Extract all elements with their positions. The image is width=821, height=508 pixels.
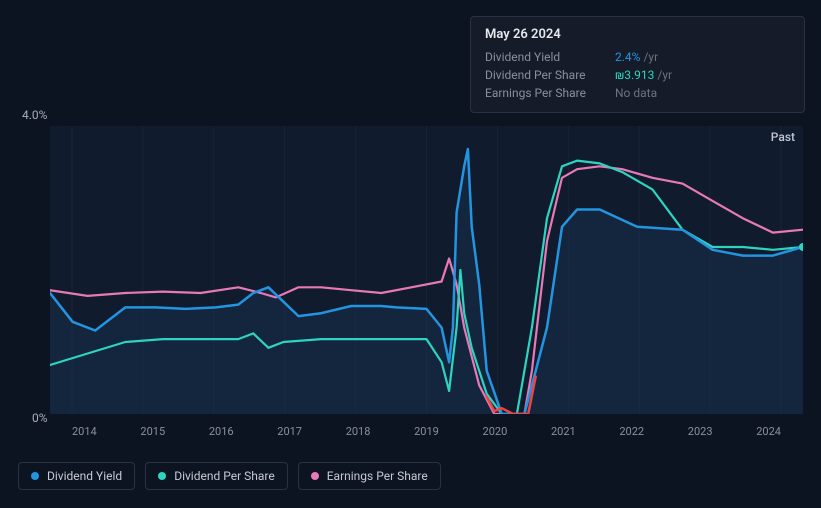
x-axis-label: 2016 (209, 425, 234, 438)
chart-tooltip: May 26 2024 Dividend Yield2.4% /yrDivide… (470, 16, 805, 113)
x-axis-label: 2021 (551, 425, 576, 438)
legend-dot (31, 472, 39, 480)
past-label: Past (771, 130, 795, 144)
legend-label: Dividend Yield (47, 469, 122, 483)
y-axis-max: 4.0% (22, 108, 47, 122)
legend-item[interactable]: Dividend Yield (18, 462, 135, 490)
tooltip-row: Dividend Per Share₪3.913 /yr (485, 66, 790, 84)
legend-label: Dividend Per Share (174, 469, 275, 483)
tooltip-unit: /yr (643, 50, 658, 64)
legend-label: Earnings Per Share (327, 469, 428, 483)
tooltip-value: ₪3.913 (615, 68, 654, 82)
x-axis-label: 2017 (277, 425, 302, 438)
legend-dot (158, 472, 166, 480)
x-axis-label: 2024 (756, 425, 781, 438)
tooltip-label: Earnings Per Share (485, 86, 615, 100)
legend-item[interactable]: Earnings Per Share (298, 462, 441, 490)
tooltip-row: Dividend Yield2.4% /yr (485, 48, 790, 66)
chart-plot[interactable] (50, 126, 803, 414)
tooltip-label: Dividend Yield (485, 50, 615, 64)
tooltip-value: 2.4% (615, 50, 640, 64)
legend: Dividend Yield Dividend Per Share Earnings… (18, 462, 441, 490)
x-axis-label: 2022 (619, 425, 644, 438)
legend-item[interactable]: Dividend Per Share (145, 462, 288, 490)
tooltip-date: May 26 2024 (485, 27, 790, 42)
x-axis-label: 2023 (688, 425, 713, 438)
x-axis-label: 2019 (414, 425, 439, 438)
tooltip-label: Dividend Per Share (485, 68, 615, 82)
chart-container: May 26 2024 Dividend Yield2.4% /yrDivide… (0, 0, 821, 508)
x-axis-label: 2015 (140, 425, 165, 438)
tooltip-unit: /yr (657, 68, 672, 82)
x-axis-label: 2018 (346, 425, 371, 438)
x-axis-label: 2014 (72, 425, 97, 438)
tooltip-value: No data (615, 86, 657, 100)
y-axis-min: 0% (32, 411, 48, 425)
legend-dot (311, 472, 319, 480)
chart-area: 4.0% 0% Past 2014 2015 2016 2017 2018 2019 202… (18, 108, 803, 450)
x-axis-labels: 2014 2015 2016 2017 2018 2019 2020 2021 2022 2023… (50, 425, 803, 438)
chart-svg (50, 126, 803, 414)
tooltip-row: Earnings Per ShareNo data (485, 84, 790, 102)
x-axis-label: 2020 (483, 425, 508, 438)
